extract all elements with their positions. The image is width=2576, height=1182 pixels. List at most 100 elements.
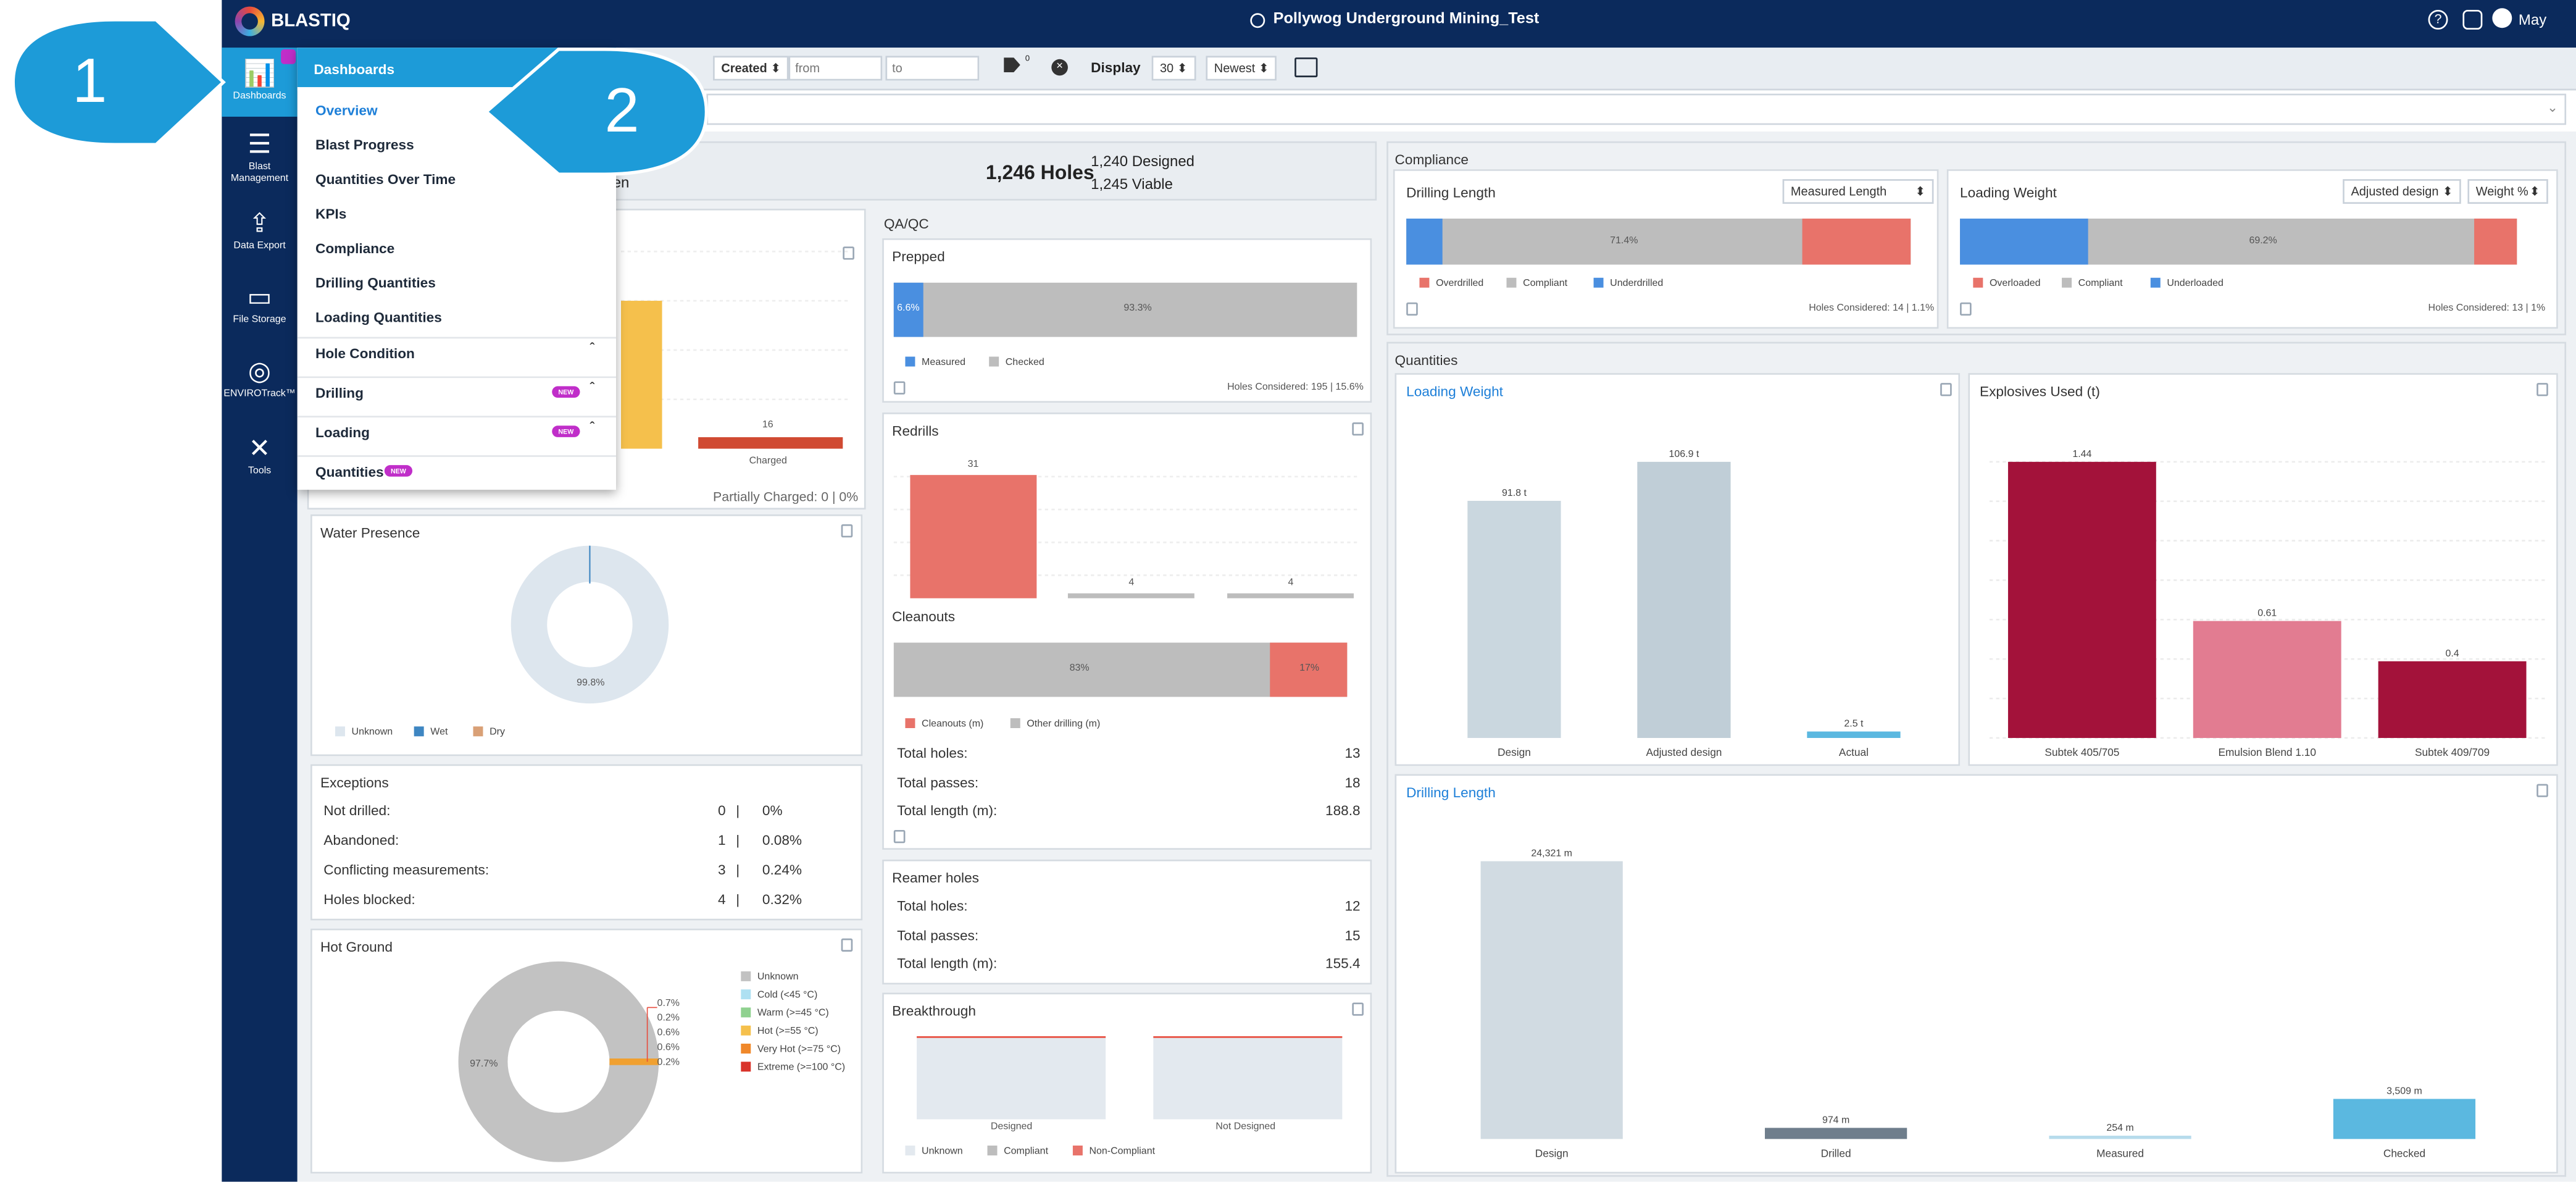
chevron-up-icon[interactable]: ˆ [590,419,595,436]
sidebar-item-data-export[interactable]: ⇪ Data Export [222,209,297,253]
chart-bar [2193,621,2341,738]
category-label: Subtek 405/705 [2045,746,2119,758]
copy-icon[interactable] [1352,1002,1364,1016]
menu-item-overview[interactable]: Overview [315,102,378,119]
book-icon[interactable] [1294,57,1318,78]
copy-icon[interactable] [1960,302,1972,316]
page-size-select[interactable]: 30 ⬍ [1151,56,1196,81]
copy-icon[interactable] [893,830,906,844]
menu-group-drilling[interactable]: Drilling [315,384,364,401]
holes-total: 1,246 Holes [985,161,1094,185]
copy-icon[interactable] [1352,422,1364,436]
legend-compliant: Compliant [1506,277,1567,289]
loading-unit-select[interactable]: Weight % ⬍ [2467,179,2548,204]
sidebar-item-blast-management[interactable]: ☰ Blast Management [222,130,297,185]
legend-unknown: Unknown [905,1145,963,1157]
hot-ground-card: Hot Ground 97.7% 0.7% 0.2% 0.6% 0.6% 0.2… [311,928,863,1174]
loading-design-select[interactable]: Adjusted design ⬍ [2343,179,2461,204]
chart-bar [1467,501,1561,738]
menu-group-hole-condition[interactable]: Hole Condition [315,345,415,362]
menu-item-quantities-over-time[interactable]: Quantities Over Time [315,170,456,188]
exception-count: 3 [718,861,726,878]
legend-dry: Dry [473,726,505,738]
exception-count: 4 [718,891,726,908]
menu-group-loading[interactable]: Loading [315,424,370,441]
underloaded-segment [1960,218,2088,265]
breakthrough-bar-designed [917,1037,1106,1120]
menu-item-drilling-quantities[interactable]: Drilling Quantities [315,274,436,291]
holes-viable: 1,245 Viable [1091,175,1173,193]
category-label: Actual [1839,746,1869,758]
water-presence-card: Water Presence 99.8% Unknown Wet Dry [311,514,863,757]
user-name[interactable]: May [2518,11,2547,28]
date-to-input[interactable] [885,56,980,81]
partially-charged: Partially Charged: 0 | 0% [713,490,859,505]
legend-other-drilling: Other drilling (m) [1010,718,1100,730]
copy-icon[interactable] [893,381,906,395]
copy-icon[interactable] [2536,784,2548,797]
help-icon[interactable]: ? [2428,9,2448,30]
sidebar-item-envirotrack[interactable]: ◎ ENVIROTrack™ [222,357,297,401]
chevron-up-icon[interactable]: ˆ [590,340,595,357]
category-label: Not Designed [1215,1122,1276,1133]
explosives-used-card: Explosives Used (t) 1.44 Subtek 405/705 0.… [1968,373,2558,766]
exception-count: 1 [718,831,726,849]
project-name[interactable]: Pollywog Underground Mining_Test [1273,9,1540,28]
exception-label: Not drilled: [323,802,391,819]
value-label: 0.4 [2445,648,2459,659]
exceptions-card: Exceptions Not drilled: 0 | 0% Abandoned… [311,764,863,921]
copy-icon[interactable] [1940,383,1952,396]
copy-icon[interactable] [841,524,853,538]
stat-label: Total length (m): [897,802,998,819]
prepped-card: Prepped 6.6% 93.3% Measured Checked Hole… [882,238,1372,403]
divider: | [736,891,740,908]
date-from-input[interactable] [788,56,883,81]
loading-weight-chart: 91.8 t Design 106.9 t Adjusted design 2.5 t A… [1467,449,1901,758]
chart-bar [2049,1136,2191,1139]
copy-icon[interactable] [843,246,854,260]
category-label: Drilled [1821,1147,1851,1160]
tag-icon[interactable] [1004,57,1020,73]
legend-non-compliant: Non-Compliant [1072,1145,1155,1157]
chevron-down-icon[interactable]: ⌄ [2546,100,2558,115]
clear-filter-icon[interactable]: × [1051,59,1068,76]
category-label: Design [1498,746,1531,758]
slice-label: 0.2% [657,1014,680,1025]
chevron-up-icon[interactable]: ˆ [590,379,595,396]
legend-compliant: Compliant [987,1145,1048,1157]
menu-item-loading-quantities[interactable]: Loading Quantities [315,309,442,325]
sidebar-item-dashboards[interactable]: 📊 Dashboards [222,48,298,117]
sidebar-item-tools[interactable]: ✕ Tools [222,434,297,479]
sidebar-item-label: Dashboards [233,92,286,103]
stat-value: 18 [1344,774,1361,791]
copy-icon[interactable] [1406,302,1418,316]
user-avatar-icon[interactable] [2492,8,2512,28]
chart-bar [2378,661,2527,738]
overdrilled-segment [1802,218,1911,265]
copy-icon[interactable] [841,938,853,952]
location-icon [1250,13,1265,28]
stat-value: 155.4 [1325,955,1361,971]
sort-select[interactable]: Newest ⬍ [1206,56,1277,81]
menu-item-compliance[interactable]: Compliance [315,240,395,257]
value-label: 106.9 t [1669,449,1699,459]
section-title: Quantities [1394,351,1458,369]
menu-item-kpis[interactable]: KPIs [315,205,347,222]
loading-compliance-bar: 69.2% [1960,218,2517,265]
feedback-icon[interactable] [2462,9,2483,30]
holes-considered: Holes Considered: 14 | 1.1% [1809,304,1935,314]
value-label: 24,321 m [1531,849,1572,859]
menu-item-blast-progress[interactable]: Blast Progress [315,136,414,153]
sidebar-item-label: Tools [248,466,272,477]
redrill-bar [910,475,1037,598]
category-label: Checked [2383,1147,2425,1160]
menu-group-quantities[interactable]: Quantities [315,463,384,480]
card-title[interactable]: Loading Weight [1406,383,1503,400]
drilling-length-select[interactable]: Measured Length ⬍ [1782,179,1934,204]
copy-icon[interactable] [2536,383,2548,396]
blast-search-input[interactable]: ⌄ [706,93,2567,125]
created-select[interactable]: Created ⬍ [713,56,790,81]
card-title[interactable]: Drilling Length [1406,784,1496,801]
sidebar-item-file-storage[interactable]: ▭ File Storage [222,283,297,327]
legend-measured: Measured [905,356,965,368]
